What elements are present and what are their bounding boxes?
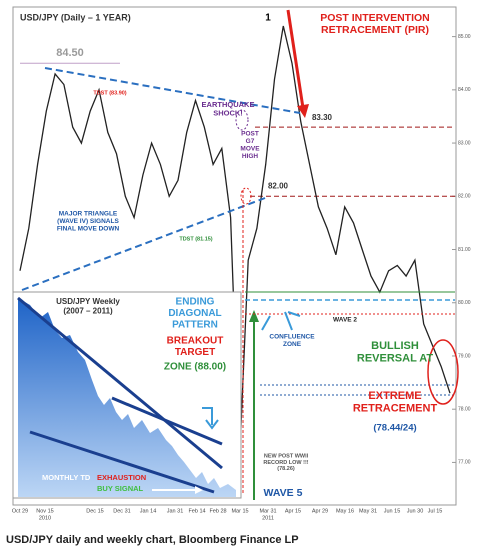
inset-arrow [202,407,219,430]
x-tick-label: Oct 29 [12,508,28,514]
annotation: BUY SIGNAL [97,484,144,493]
annotation: CONFLUENCE [269,334,315,341]
y-tick-label: 79.00 [458,353,471,359]
triangle-upper [44,67,301,114]
level-label: 84.50 [56,47,84,59]
x-tick-label: Dec 31 [113,508,130,514]
x-tick-label: Apr 29 [312,508,328,514]
annotation: MOVE [240,146,260,153]
y-tick-label: 78.00 [458,407,471,413]
annotation: HIGH [242,153,259,160]
annotation: USD/JPY Weekly [56,297,120,306]
x-tick-label: Jan 31 [167,508,184,514]
x-tick-label: Feb 14 [188,508,205,514]
x-tick-label: May 16 [336,508,354,514]
y-tick-label: 83.00 [458,140,471,146]
annotation: (2007 – 2011) [63,306,113,315]
pir-arrow-head [297,104,309,118]
annotation: TDST (83.90) [93,90,126,96]
x-tick-label: Apr 15 [285,508,301,514]
x-tick-label: Dec 15 [86,508,103,514]
inset-trendline [29,430,215,494]
y-tick-label: 84.00 [458,87,471,93]
x-tick-label: Jun 30 [407,508,424,514]
annotation: SHOCK! [213,109,243,118]
annotation: BULLISH [371,340,419,352]
annotation: BREAKOUT [167,336,224,347]
annotation: (78.44/24) [373,423,416,434]
caption: USD/JPY daily and weekly chart, Bloomber… [6,534,299,546]
annotation: NEW POST WWII [264,453,309,459]
y-tick-label: 82.00 [458,194,471,200]
inset-trendline [17,296,223,470]
reversal-circle [427,339,459,405]
chart-title: USD/JPY (Daily – 1 YEAR) [20,12,131,22]
wave5-arrow-head [249,310,259,322]
x-tick-label: Feb 28 [209,508,226,514]
annotation: DIAGONAL [168,308,221,319]
pir-arrow [286,9,305,109]
level-label: 83.30 [312,113,333,122]
annotation: RETRACEMENT (PIR) [321,24,429,36]
annotation: POST INTERVENTION [320,12,430,24]
y-tick-label: 85.00 [458,34,471,40]
annotation: G7 [246,138,255,145]
x-tick-label: Jul 15 [428,508,443,514]
y-tick-label: 81.00 [458,247,471,253]
level-label: 82.00 [268,181,289,190]
annotation: TDST (81.15) [179,236,212,242]
annotation: REVERSAL AT [357,353,433,365]
y-tick-label: 77.00 [458,460,471,466]
annotation: ZONE [283,341,302,348]
x-tick-label: Jun 15 [384,508,401,514]
annotation: POST [241,131,259,138]
annotation: RETRACEMENT [353,403,438,415]
year-label: 2010 [39,515,51,521]
annotation: MAJOR TRIANGLE [59,211,118,218]
x-tick-label: Jan 14 [140,508,157,514]
confluence-brace [261,311,301,331]
x-tick-label: May 31 [359,508,377,514]
x-tick-label: Mar 31 [259,508,276,514]
annotation: ZONE (88.00) [164,362,226,373]
annotation: MONTHLY TD [42,473,91,482]
annotation: ENDING [176,297,215,308]
annotation: PATTERN [172,320,218,331]
annotation: EXHAUSTION [97,473,146,482]
inset-trendline [111,396,223,446]
annotation: WAVE 2 [333,317,357,324]
x-tick-label: Mar 15 [231,508,248,514]
annotation: (WAVE IV) SIGNALS [57,218,119,225]
annotation: TARGET [175,347,215,358]
annotation: (78.26) [277,466,295,472]
annotation: FINAL MOVE DOWN [57,226,120,233]
annotation: EARTHQUAKE [202,100,255,109]
annotation: RECORD LOW !!! [263,460,308,466]
x-tick-label: Nov 15 [36,508,53,514]
signal-arrow-head [195,486,203,494]
quake-circle [240,187,252,205]
annotation: WAVE 5 [264,487,303,499]
annotation: EXTREME [368,390,421,402]
g7-circle [235,109,249,131]
year-label: 2011 [262,515,274,521]
annotation: 1 [265,13,271,24]
y-tick-label: 80.00 [458,300,471,306]
